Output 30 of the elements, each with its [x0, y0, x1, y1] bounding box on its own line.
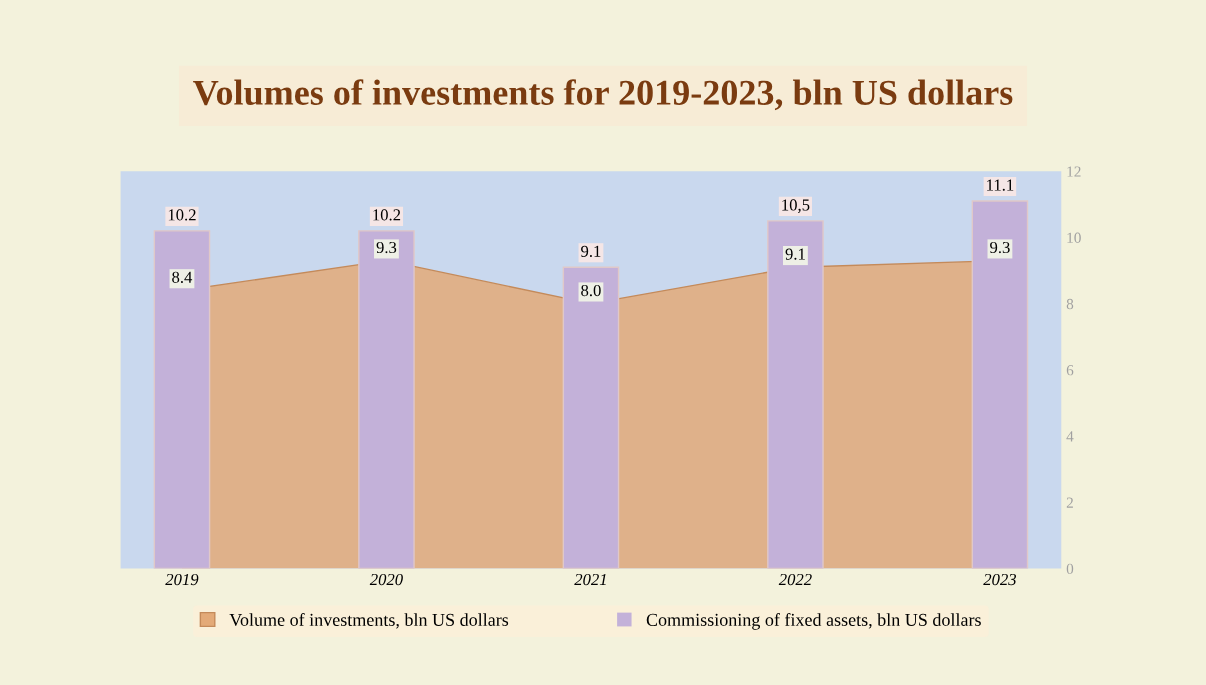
legend-label: Commissioning of fixed assets, bln US dollars	[646, 613, 981, 630]
bar	[153, 230, 211, 569]
bar	[767, 220, 824, 569]
bar	[358, 230, 415, 569]
data-label: 10.2	[373, 209, 401, 221]
x-tick-label: 2021	[574, 573, 606, 586]
data-label: 10,5	[782, 199, 810, 213]
y-tick-label: 8	[1066, 298, 1074, 310]
bar	[562, 266, 620, 569]
data-label: 11.1	[987, 179, 1014, 191]
data-label: 8.0	[581, 284, 601, 297]
bar	[971, 200, 1029, 569]
data-label: 9.3	[990, 241, 1010, 254]
data-label: 10.2	[168, 209, 196, 221]
data-label: 9.1	[785, 248, 805, 260]
y-tick-label: 12	[1067, 166, 1081, 177]
data-label: 9.3	[376, 241, 397, 254]
x-tick-label: 2023	[983, 573, 1017, 586]
y-tick-label: 6	[1066, 365, 1074, 376]
x-tick-label: 2022	[778, 573, 812, 586]
x-tick-label: 2019	[165, 573, 199, 586]
chart-title: Volumes of investments for 2019-2023, bln US dollars	[193, 79, 1013, 111]
y-tick-label: 4	[1066, 431, 1074, 442]
x-tick-label: 2020	[369, 573, 403, 586]
y-tick-label: 0	[1066, 563, 1074, 574]
y-tick-label: 10	[1067, 232, 1081, 243]
data-label: 9.1	[581, 245, 601, 258]
data-label: 8.4	[172, 271, 193, 283]
legend-label: Volume of investments, bln US dollars	[229, 613, 509, 629]
y-tick-label: 2	[1066, 497, 1073, 508]
